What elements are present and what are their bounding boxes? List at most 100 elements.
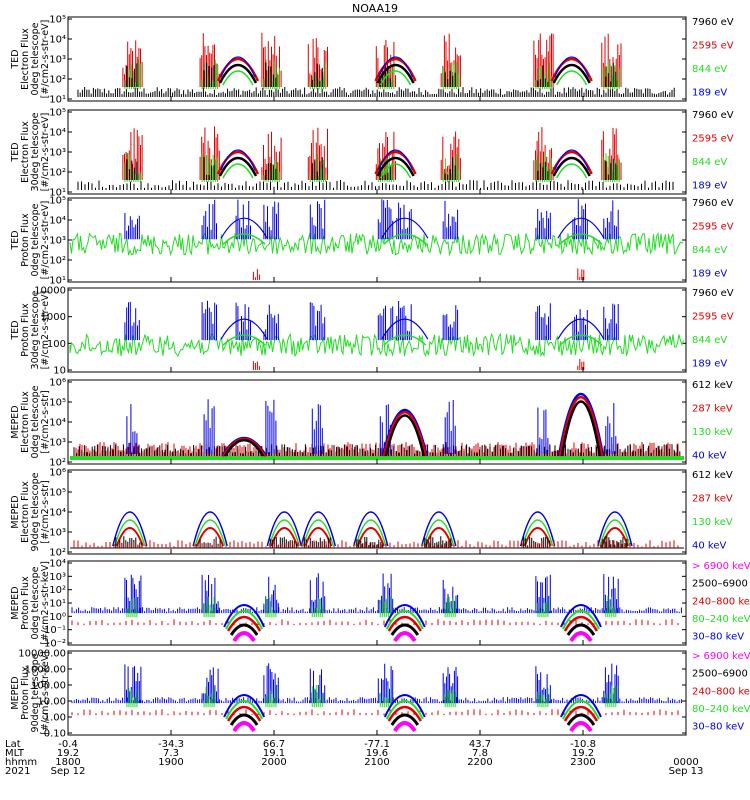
y-tick-label: 10¹ [49,599,66,610]
trace-7960ev [537,161,549,180]
y-tick-label: 10⁵ [49,398,66,409]
y-tick-label: 1.00 [44,713,66,724]
trace-80-240kev [537,687,549,708]
y-tick-label: 10¹ [49,276,66,287]
y-tick-label: 10⁴ [49,216,66,227]
legend-entry: 7960 eV [692,198,734,209]
y-axis-label: TEDProton Flux0deg telescope[#/cm2-s-str… [10,201,51,280]
y-tick-label: 10¹ [49,188,66,199]
trace-240-800kev-hump [227,615,262,632]
y-axis-label: TEDElectron Flux0deg telescope[#/cm2-s-s… [10,20,51,99]
trace-189ev [377,199,394,240]
trace-40kev-hump [597,511,633,547]
trace-130kev-hump [521,519,554,547]
y-label-line: Electron Flux [20,391,31,453]
y-label-line: 0deg telescope [30,385,41,458]
trace-40kev-hump [192,511,228,547]
panel-frame [67,560,687,646]
x-tick-label: 1900 [158,757,183,768]
trace-2595ev [252,361,260,370]
y-label-line: Electron Flux [20,28,31,90]
y-label-line: MEPED [10,495,21,528]
x-tick-label: -34.3 [158,739,184,750]
y-label-line: [#/cm2-s-str] [40,480,51,543]
y-tick-label: 10² [49,168,66,179]
trace-6900kev-hump [232,631,256,643]
y-tick-label: 10² [49,256,66,267]
legend-entry: 7960 eV [692,17,734,28]
trace-844ev-hump [559,233,603,245]
x-tick-label: Sep 13 [669,766,704,777]
y-tick-label: 10² [49,585,66,596]
trace-40kev-hump [353,511,389,547]
trace-80-240kev [444,596,456,618]
x-tick-label: -10.8 [570,739,596,750]
trace-189ev [377,305,394,341]
trace-30-80kev-hump [383,604,426,628]
y-axis-label: MEPEDProton Flux0deg telescope[#/cm2-s-s… [10,561,51,645]
y-tick-label: 10³ [49,572,66,583]
y-label-line: [#/cm2-s-str-keV] [40,561,51,645]
legend-entry: 30–80 keV [692,632,744,643]
y-tick-label: 10⁵ [49,108,66,119]
trace-7960ev-hump [552,156,591,177]
trace-189ev [263,304,279,341]
y-label-line: 90deg telescope [30,653,41,732]
trace-7960ev-hump [376,156,415,177]
trace-40kev-hump [519,511,556,547]
trace-80-240kev [203,686,215,708]
trace-40kev-hump [266,511,303,547]
trace-6900kev-hump [569,631,593,643]
y-label-line: MEPED [10,586,21,619]
legend-entry: 287 keV [692,494,733,505]
trace-240-800kev-hump [563,615,599,632]
trace-2595ev-hump [374,58,417,82]
legend-entry: 2595 eV [692,134,734,145]
trace-130kev-hump [355,519,387,547]
trace-844ev-hump [556,163,588,179]
trace-130kev-hump [302,519,335,547]
y-tick-label: 10⁰ [49,612,66,623]
x-tick-label: 66.7 [263,739,285,750]
trace-80-240kev-hump [385,700,424,720]
trace-7960ev [444,71,456,87]
trace-2500-6900kev-hump [566,623,596,636]
trace-844ev-hump [222,233,266,245]
y-tick-label: 10² [49,75,66,86]
trace-80-240kev-hump [385,610,424,630]
panel-legend: 7960 eV 2595 eV 844 eV 189 eV [692,198,734,280]
trace-189ev-hump [554,149,590,171]
y-label-line: 0deg telescope [30,566,41,639]
trace-2500-6900kev-hump [390,623,420,636]
panel-legend: 7960 eV 2595 eV 844 eV 189 eV [692,288,734,370]
y-label-line: Proton Flux [20,303,31,357]
trace-130kev-hump [114,519,146,547]
trace-189ev [535,209,551,240]
x-tick-label: 19.1 [263,748,285,759]
y-label-line: [#/cm2-s-str-eV] [40,113,51,192]
trace-2595ev-hump [216,151,260,175]
y-tick-label: 10³ [49,55,66,66]
y-label-line: TED [10,142,21,162]
trace-7960ev-hump [218,63,258,84]
legend-entry: 2595 eV [692,41,734,52]
trace-80-240kev [126,688,138,708]
y-label-line: 30deg telescope [30,112,41,191]
trace-80-240kev [444,689,456,708]
legend-entry: 2595 eV [692,222,734,233]
trace-189ev-hump [381,217,429,239]
legend-entry: 40 keV [692,451,726,462]
trace-80-240kev [265,596,277,618]
trace-80-240kev-hump [225,610,264,630]
trace-189ev [124,213,140,240]
y-tick-label: 10³ [49,236,66,247]
panel-legend: 7960 eV 2595 eV 844 eV 189 eV [692,110,734,192]
trace-7960ev [77,87,675,97]
trace-287kev-hump [356,527,385,547]
legend-entry: 844 eV [692,335,727,346]
trace-189ev [309,302,326,341]
